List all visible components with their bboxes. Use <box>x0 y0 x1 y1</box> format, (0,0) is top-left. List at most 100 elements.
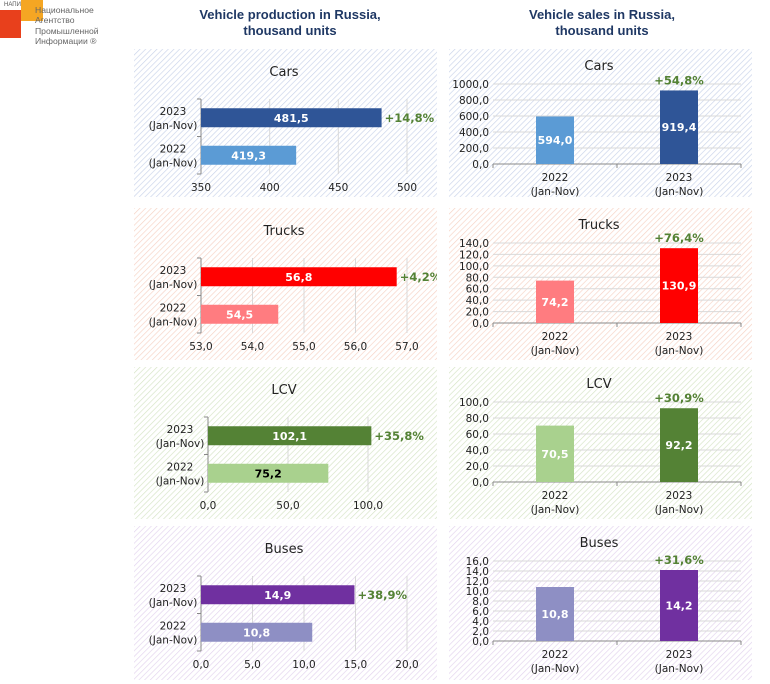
production-title-line1: Vehicle production in Russia, <box>199 7 381 22</box>
logo-line: Агентство <box>35 15 75 26</box>
x-tick-label: 56,0 <box>344 341 367 353</box>
category-label-line2: (Jan-Nov) <box>149 316 198 328</box>
category-label-line2: (Jan-Nov) <box>531 186 580 197</box>
y-tick-label: 6,0 <box>472 606 489 618</box>
category-label-line2: (Jan-Nov) <box>655 663 704 675</box>
bar-value-label: 70,5 <box>541 448 568 461</box>
y-tick-label: 100,0 <box>459 261 489 273</box>
bar <box>660 248 698 323</box>
y-tick-label: 140,0 <box>459 238 489 250</box>
y-tick-label: 1000,0 <box>452 79 489 91</box>
category-label-line2: (Jan-Nov) <box>149 279 198 291</box>
chart-title: Buses <box>265 542 304 557</box>
category-label-line2: (Jan-Nov) <box>149 597 198 609</box>
bar <box>536 280 574 323</box>
bar <box>660 570 698 641</box>
y-tick-label: 200,0 <box>459 143 489 155</box>
x-tick-label: 15,0 <box>344 659 367 671</box>
chart-svg: Cars 0,0 200,0 400,0 600,0 800,0 1000,0 594,0 20… <box>449 49 752 197</box>
production-title-line2: thousand units <box>243 23 337 38</box>
change-label: +4,2% <box>400 270 437 284</box>
chart-svg: LCV 0,0 50,0 100,0 102,1 2023 (Jan-Nov) +35,8% 7… <box>134 367 437 519</box>
bar <box>208 426 372 446</box>
chart-sales-lcv: LCV 0,0 20,0 40,0 60,0 80,0 100,0 70,5 2022 (Jan-… <box>449 367 752 519</box>
bar <box>660 408 698 482</box>
y-tick-label: 0,0 <box>472 636 489 648</box>
y-tick-label: 16,0 <box>466 556 489 568</box>
bar-value-label: 92,2 <box>665 439 692 452</box>
category-label-line1: 2023 <box>666 172 693 184</box>
category-label-line2: (Jan-Nov) <box>531 504 580 516</box>
category-label-line1: 2022 <box>542 649 569 661</box>
x-tick-label: 50,0 <box>276 500 299 512</box>
x-tick-label: 100,0 <box>353 500 383 512</box>
bar <box>201 145 297 165</box>
sales-column-title: Vehicle sales in Russia, thousand units <box>452 7 752 39</box>
category-label-line1: 2022 <box>167 461 194 473</box>
category-label-line1: 2023 <box>666 490 693 502</box>
panel-background <box>449 208 752 360</box>
y-tick-label: 8,0 <box>472 596 489 608</box>
x-tick-label: 500 <box>397 182 417 194</box>
category-label-line2: (Jan-Nov) <box>149 157 198 169</box>
napi-logo: НАПИ Национальное Агентство Промышленной… <box>0 0 130 48</box>
bar <box>201 108 382 128</box>
logo-line: Национальное <box>35 5 94 15</box>
category-label-line1: 2022 <box>160 302 187 314</box>
bar <box>208 463 329 483</box>
category-label-line1: 2022 <box>160 620 187 632</box>
chart-title: LCV <box>271 383 296 398</box>
chart-title: Cars <box>584 59 613 74</box>
y-tick-label: 40,0 <box>466 445 489 457</box>
bar-value-label: 54,5 <box>226 308 253 321</box>
chart-title: Buses <box>580 536 619 551</box>
category-label-line2: (Jan-Nov) <box>149 634 198 646</box>
chart-sales-cars: Cars 0,0 200,0 400,0 600,0 800,0 1000,0 594,0 20… <box>449 49 752 197</box>
x-tick-label: 20,0 <box>395 659 418 671</box>
bar-value-label: 419,3 <box>231 149 266 162</box>
y-tick-label: 100,0 <box>459 397 489 409</box>
bar <box>201 304 279 324</box>
change-label: +14,8% <box>385 111 435 125</box>
bar-value-label: 130,9 <box>662 280 697 293</box>
x-tick-label: 350 <box>191 182 211 194</box>
x-tick-label: 450 <box>328 182 348 194</box>
y-tick-label: 20,0 <box>466 461 489 473</box>
x-tick-label: 0,0 <box>200 500 217 512</box>
category-label-line1: 2023 <box>160 265 187 277</box>
y-tick-label: 0,0 <box>472 477 489 489</box>
bar-value-label: 56,8 <box>285 271 312 284</box>
bar <box>536 116 574 164</box>
category-label-line2: (Jan-Nov) <box>531 663 580 675</box>
change-label: +38,9% <box>357 588 407 602</box>
category-label-line2: (Jan-Nov) <box>655 504 704 516</box>
y-tick-label: 20,0 <box>466 307 489 319</box>
chart-svg: Buses 0,02,04,06,08,010,012,014,016,0 10,8… <box>449 526 752 680</box>
category-label-line2: (Jan-Nov) <box>655 186 704 197</box>
category-label-line1: 2023 <box>666 331 693 343</box>
y-tick-label: 80,0 <box>466 272 489 284</box>
chart-svg: Trucks 53,0 54,0 55,0 56,0 57,0 56,8 2023 (Jan-N… <box>134 208 437 360</box>
chart-svg: Cars 350 400 450 500 481,5 2023 (Jan-Nov) +14,8%… <box>134 49 437 197</box>
category-label-line1: 2023 <box>167 424 194 436</box>
chart-production-cars: Cars 350 400 450 500 481,5 2023 (Jan-Nov) +14,8%… <box>134 49 437 197</box>
chart-production-lcv: LCV 0,0 50,0 100,0 102,1 2023 (Jan-Nov) +35,8% 7… <box>134 367 437 519</box>
y-tick-label: 800,0 <box>459 95 489 107</box>
chart-svg: LCV 0,0 20,0 40,0 60,0 80,0 100,0 70,5 2022 (Jan-… <box>449 367 752 519</box>
category-label-line2: (Jan-Nov) <box>156 438 205 450</box>
x-tick-label: 10,0 <box>292 659 315 671</box>
category-label-line2: (Jan-Nov) <box>655 345 704 357</box>
bar-value-label: 14,9 <box>264 589 291 602</box>
bar-value-label: 481,5 <box>274 112 309 125</box>
logo-red-square <box>0 10 21 38</box>
bar-value-label: 102,1 <box>272 430 307 443</box>
chart-title: Trucks <box>262 224 304 239</box>
production-column-title: Vehicle production in Russia, thousand u… <box>140 7 440 39</box>
chart-title: Trucks <box>577 218 619 233</box>
bar-value-label: 594,0 <box>538 134 573 147</box>
bar-value-label: 75,2 <box>255 467 282 480</box>
y-tick-label: 0,0 <box>472 159 489 171</box>
y-tick-label: 0,0 <box>472 318 489 330</box>
panel-background <box>449 526 752 680</box>
y-tick-label: 14,0 <box>466 566 489 578</box>
